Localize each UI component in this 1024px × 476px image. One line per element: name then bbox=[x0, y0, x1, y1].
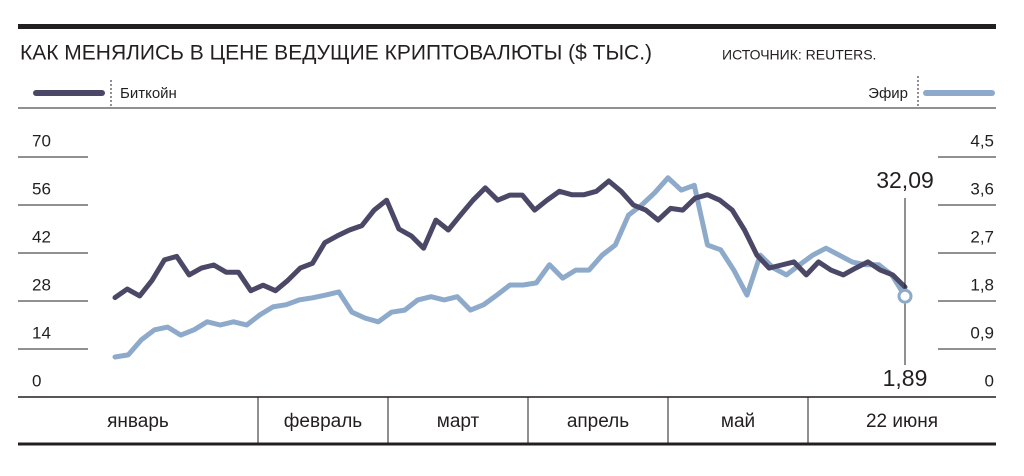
x-band-label: 22 июня bbox=[866, 411, 938, 432]
y-tick-label: 14 bbox=[32, 323, 51, 342]
y-tick-label: 42 bbox=[32, 227, 51, 246]
x-band-label: февраль bbox=[284, 411, 363, 432]
legend-label: Эфир bbox=[868, 85, 908, 102]
end-marker bbox=[897, 288, 913, 304]
y-tick-label: 56 bbox=[32, 179, 51, 198]
y-tick-label: 28 bbox=[32, 275, 51, 294]
y2-tick-label: 2,7 bbox=[970, 227, 994, 246]
source: ИСТОЧНИК: REUTERS. bbox=[722, 47, 876, 63]
legend-label: Биткойн bbox=[120, 85, 177, 102]
chart-title: КАК МЕНЯЛИСЬ В ЦЕНЕ ВЕДУЩИЕ КРИПТОВАЛЮТЫ… bbox=[20, 42, 652, 65]
y-tick-label: 0 bbox=[32, 371, 41, 390]
y2-tick-label: 0,9 bbox=[970, 323, 994, 342]
end-label: 1,89 bbox=[883, 365, 928, 391]
x-band-label: май bbox=[721, 411, 755, 432]
y2-tick-label: 1,8 bbox=[970, 275, 994, 294]
series-line bbox=[112, 175, 908, 360]
x-band-label: апрель bbox=[567, 411, 629, 432]
x-band-label: январь bbox=[107, 411, 169, 432]
y2-tick-label: 4,5 bbox=[970, 131, 994, 150]
y2-tick-label: 0 bbox=[985, 371, 994, 390]
y-tick-label: 70 bbox=[32, 131, 51, 150]
series-line bbox=[112, 178, 908, 301]
x-band-label: март bbox=[437, 411, 480, 432]
end-label: 32,09 bbox=[876, 167, 934, 193]
y2-tick-label: 3,6 bbox=[970, 179, 994, 198]
top-rule bbox=[18, 24, 996, 29]
